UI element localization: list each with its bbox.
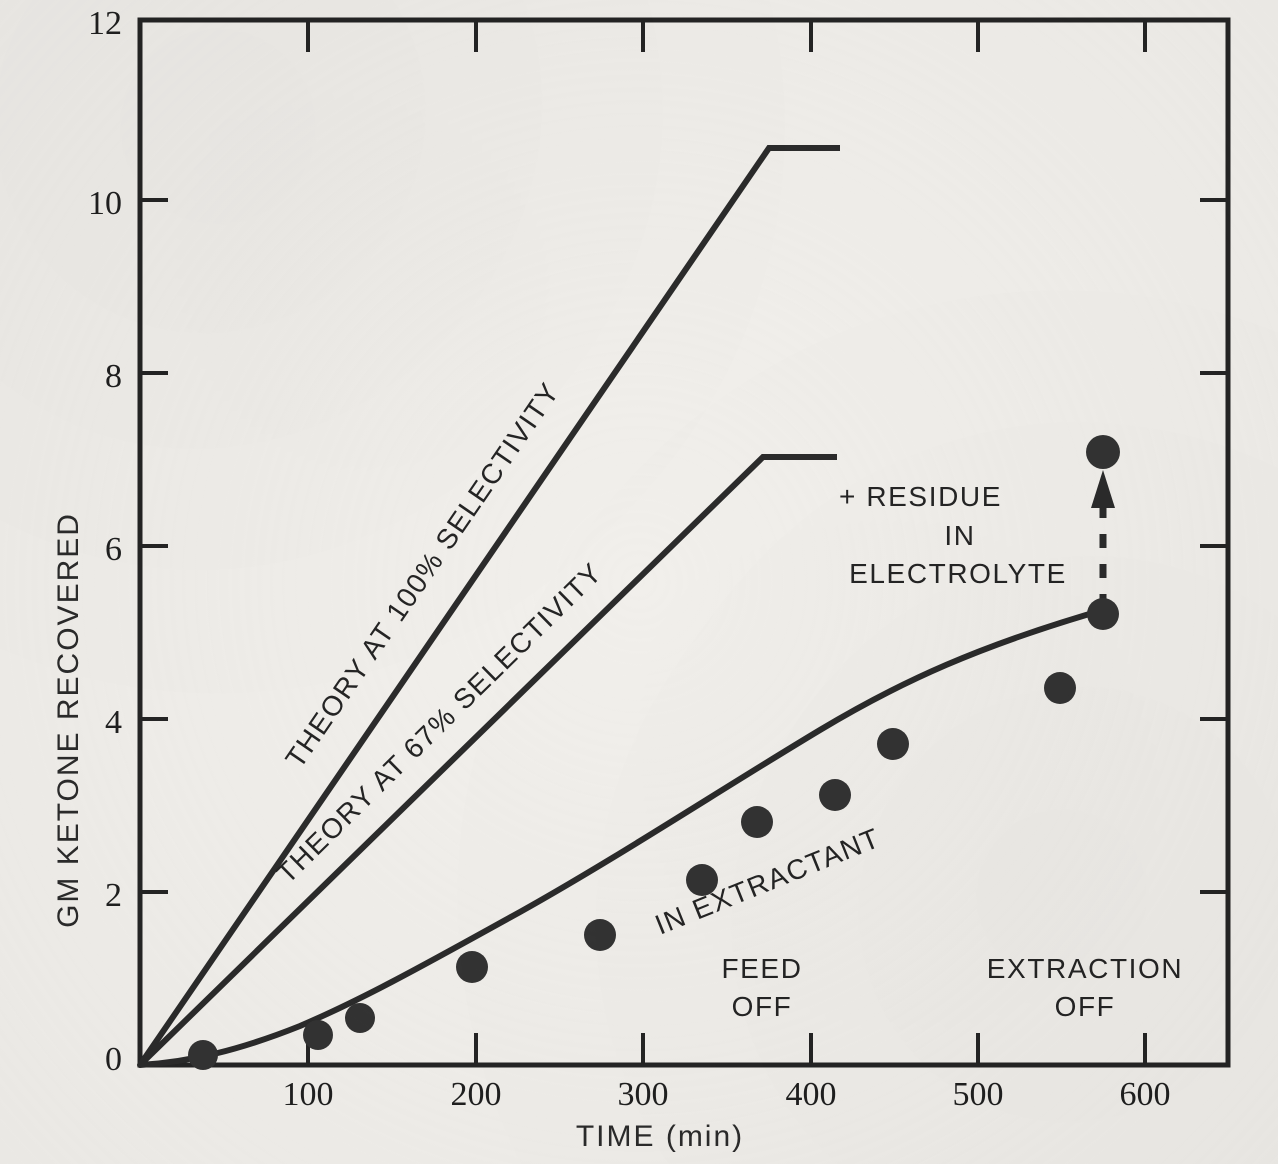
feed-off-line-2: OFF — [732, 991, 793, 1022]
x-tick-label: 400 — [786, 1076, 837, 1113]
theory-100-line — [137, 145, 840, 1067]
in-extractant-label: IN EXTRACTANT — [651, 822, 885, 941]
residue-arrow — [1091, 470, 1115, 608]
data-point — [1044, 672, 1076, 704]
y-tick-label: 6 — [105, 531, 122, 568]
y-tick-labels: 12 10 8 6 4 2 0 — [88, 5, 122, 1078]
data-point — [1087, 598, 1119, 630]
residue-line-3: ELECTROLYTE — [849, 558, 1067, 589]
residue-annotation: + RESIDUE IN ELECTROLYTE — [839, 481, 1067, 589]
y-axis-ticks — [140, 198, 1228, 1067]
data-point — [877, 728, 909, 760]
plot-frame — [137, 17, 1231, 1068]
extraction-off-line-1: EXTRACTION — [987, 953, 1183, 984]
x-tick-label: 600 — [1120, 1076, 1171, 1113]
y-axis-title: GM KETONE RECOVERED — [52, 512, 85, 928]
theory-100-label: THEORY AT 100% SELECTIVITY — [279, 377, 565, 774]
x-axis-title: TIME (min) — [576, 1120, 744, 1153]
data-point — [345, 1003, 375, 1033]
data-point-markers — [188, 435, 1120, 1070]
theory-67-line — [137, 454, 837, 1068]
residue-line-1: + RESIDUE — [839, 481, 1002, 512]
data-point — [188, 1040, 218, 1070]
x-tick-label: 500 — [953, 1076, 1004, 1113]
y-tick-label: 0 — [105, 1041, 122, 1078]
residue-line-2: IN — [944, 520, 975, 551]
y-tick-label: 8 — [105, 358, 122, 395]
data-point — [741, 806, 773, 838]
data-point — [456, 951, 488, 983]
data-point — [819, 779, 851, 811]
extraction-off-line-2: OFF — [1055, 991, 1116, 1022]
x-tick-label: 300 — [618, 1076, 669, 1113]
feed-off-annotation: FEED OFF — [721, 953, 802, 1022]
data-point — [584, 919, 616, 951]
x-tick-label: 200 — [451, 1076, 502, 1113]
y-tick-label: 4 — [105, 704, 122, 741]
in-extractant-curve — [137, 605, 1113, 1068]
data-point-residue — [1086, 435, 1120, 469]
x-tick-label: 100 — [283, 1076, 334, 1113]
y-tick-label: 10 — [88, 185, 122, 222]
y-tick-label: 12 — [88, 5, 122, 42]
data-point — [686, 864, 718, 896]
extraction-off-annotation: EXTRACTION OFF — [987, 953, 1183, 1022]
x-tick-labels: 100 200 300 400 500 600 — [283, 1076, 1171, 1113]
feed-off-line-1: FEED — [721, 953, 802, 984]
data-point — [303, 1020, 333, 1050]
y-tick-label: 2 — [105, 877, 122, 914]
